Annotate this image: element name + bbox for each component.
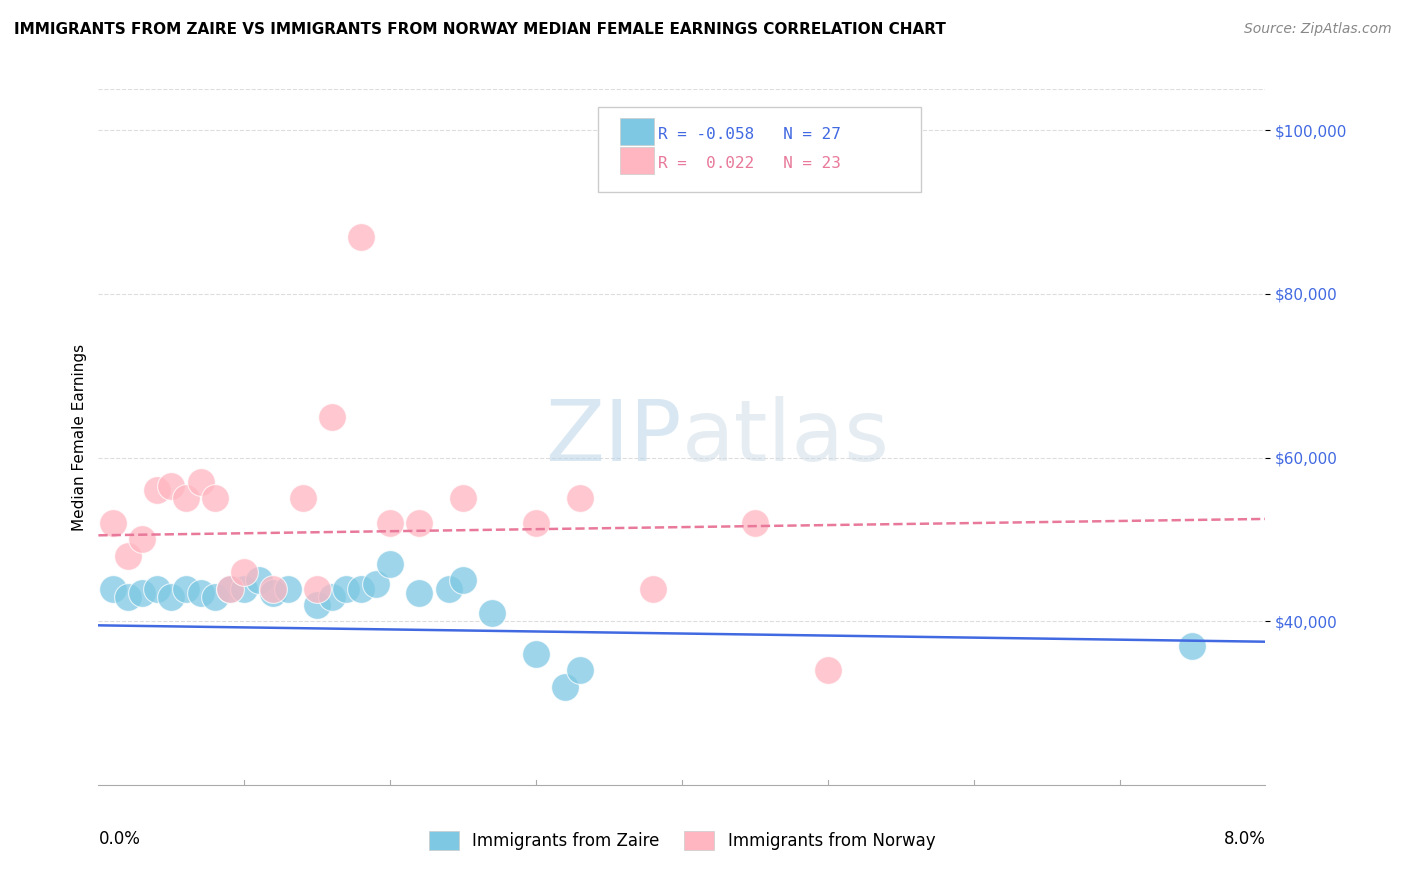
Text: R = -0.058   N = 27: R = -0.058 N = 27 [658,127,841,142]
Point [641,582,664,596]
Point [218,582,240,596]
Text: atlas: atlas [682,395,890,479]
Point [335,582,357,596]
Point [380,557,402,571]
Point [131,585,153,599]
Point [247,574,270,588]
Point [160,479,183,493]
Point [437,582,460,596]
Point [380,516,402,530]
Point [291,491,314,506]
Point [364,577,387,591]
Point [233,565,256,579]
Point [131,533,153,547]
Point [262,585,284,599]
Point [568,664,591,678]
Point [190,585,212,599]
Text: 8.0%: 8.0% [1223,830,1265,847]
Point [101,516,124,530]
Point [233,582,256,596]
Point [568,491,591,506]
Point [451,491,474,506]
Point [174,491,197,506]
Point [160,590,183,604]
Text: R =  0.022   N = 23: R = 0.022 N = 23 [658,156,841,171]
Point [204,590,226,604]
Point [277,582,299,596]
Text: 0.0%: 0.0% [98,830,141,847]
Point [321,590,343,604]
Point [146,582,169,596]
Point [101,582,124,596]
Point [451,574,474,588]
Point [204,491,226,506]
Point [350,582,373,596]
Point [218,582,240,596]
Point [408,516,430,530]
Point [174,582,197,596]
Point [117,590,139,604]
Text: ZIP: ZIP [546,395,682,479]
Point [307,598,329,612]
Point [146,483,169,498]
Point [117,549,139,563]
Point [744,516,766,530]
Text: Source: ZipAtlas.com: Source: ZipAtlas.com [1244,22,1392,37]
Point [262,582,284,596]
Point [321,409,343,424]
Point [524,516,547,530]
Legend: Immigrants from Zaire, Immigrants from Norway: Immigrants from Zaire, Immigrants from N… [422,824,942,856]
Point [481,606,503,620]
Point [817,664,839,678]
Point [408,585,430,599]
Point [350,229,373,244]
Point [554,680,576,694]
Text: IMMIGRANTS FROM ZAIRE VS IMMIGRANTS FROM NORWAY MEDIAN FEMALE EARNINGS CORRELATI: IMMIGRANTS FROM ZAIRE VS IMMIGRANTS FROM… [14,22,946,37]
Point [524,647,547,661]
Point [1181,639,1204,653]
Point [190,475,212,489]
Point [307,582,329,596]
Y-axis label: Median Female Earnings: Median Female Earnings [72,343,87,531]
